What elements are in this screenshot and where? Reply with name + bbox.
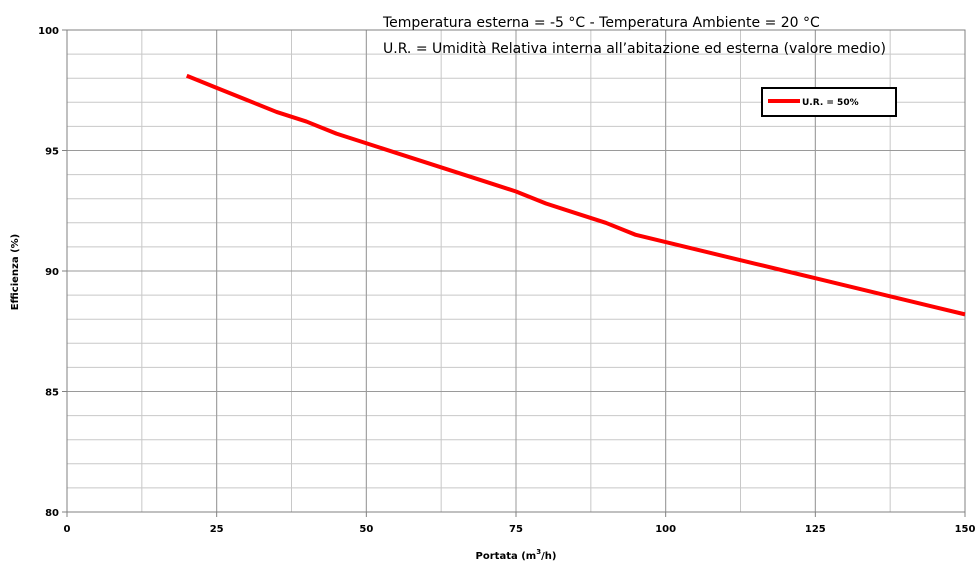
x-axis-title-superscript: 3 xyxy=(536,548,541,556)
legend-label: U.R. = 50% xyxy=(802,98,859,108)
x-tick-label: 25 xyxy=(210,524,224,535)
y-axis-ticks: 80 85 90 95 100 xyxy=(38,26,67,519)
series-line xyxy=(185,73,966,317)
x-tick-label: 150 xyxy=(955,524,976,535)
legend: U.R. = 50% xyxy=(761,87,897,117)
x-axis-ticks: 0 25 50 75 100 125 150 xyxy=(64,512,976,535)
x-axis-title: Portata (m3/h) xyxy=(476,548,557,562)
y-tick-label: 100 xyxy=(38,26,59,37)
series-layer xyxy=(185,73,966,317)
x-tick-label: 75 xyxy=(509,524,523,535)
y-tick-label: 90 xyxy=(45,267,59,278)
x-tick-label: 125 xyxy=(805,524,826,535)
annotation-humidity: U.R. = Umidità Relativa interna all’abit… xyxy=(383,41,886,57)
x-tick-label: 50 xyxy=(359,524,373,535)
y-tick-label: 85 xyxy=(45,388,59,399)
annotation-temperature: Temperatura esterna = -5 °C - Temperatur… xyxy=(382,15,820,31)
x-tick-label: 100 xyxy=(655,524,676,535)
x-axis-title-end: /h) xyxy=(541,551,556,562)
y-axis-title: Efficienza (%) xyxy=(10,234,21,310)
y-tick-label: 95 xyxy=(45,147,59,158)
x-axis-title-main: Portata (m xyxy=(476,551,537,562)
y-tick-label: 80 xyxy=(45,508,59,519)
x-tick-label: 0 xyxy=(64,524,71,535)
